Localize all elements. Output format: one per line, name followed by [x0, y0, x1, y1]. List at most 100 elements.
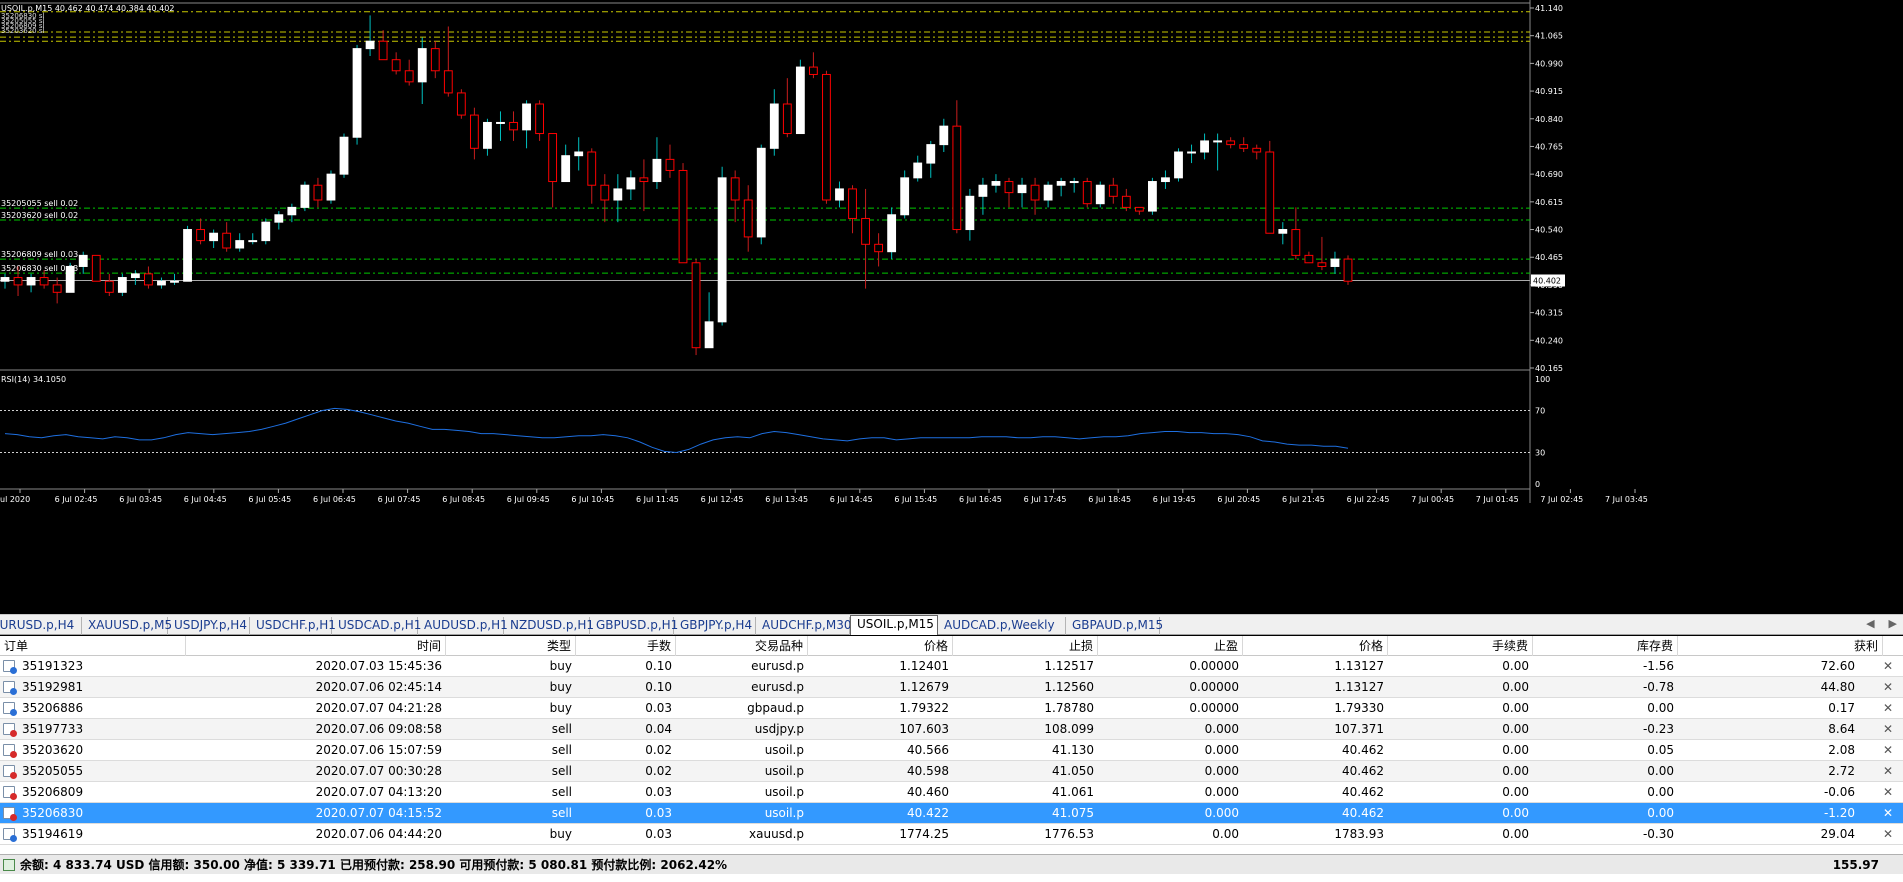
scroll-right-icon[interactable]: ▶: [1888, 617, 1897, 630]
candle[interactable]: [52, 284, 62, 293]
candle[interactable]: [1095, 184, 1105, 205]
chart-tab[interactable]: USOIL.p,M15: [850, 615, 938, 635]
candle[interactable]: [443, 70, 453, 94]
candle[interactable]: [1174, 151, 1183, 179]
candle[interactable]: [509, 121, 518, 131]
candle[interactable]: [352, 48, 362, 138]
candle[interactable]: [313, 184, 323, 201]
candle[interactable]: [913, 162, 923, 179]
price-chart[interactable]: 41.140 41.065 40.990 40.915 40.840 40.765 40.6…: [0, 0, 1903, 612]
chart-tab[interactable]: AUDCAD.p,Weekly: [938, 617, 1066, 635]
order-row[interactable]: 35206886 2020.07.07 04:21:28 buy 0.03 gbpaud…: [0, 698, 1903, 719]
candle[interactable]: [1056, 181, 1066, 186]
candle[interactable]: [222, 232, 232, 249]
candle[interactable]: [535, 103, 545, 135]
close-order-icon[interactable]: ✕: [1883, 764, 1894, 778]
candle[interactable]: [456, 92, 466, 116]
column-header[interactable]: 止盈: [1098, 636, 1243, 656]
column-header[interactable]: 价格: [1243, 636, 1388, 656]
candle[interactable]: [1043, 184, 1053, 201]
candle[interactable]: [1239, 144, 1249, 149]
candle[interactable]: [1082, 181, 1092, 205]
chart-tab[interactable]: AUDUSD.p,H1: [418, 617, 508, 635]
candle[interactable]: [1030, 184, 1040, 201]
candle[interactable]: [26, 277, 36, 286]
candle[interactable]: [887, 214, 897, 253]
order-row[interactable]: 35197733 2020.07.06 09:08:58 sell 0.04 usdjp…: [0, 719, 1903, 740]
candle[interactable]: [965, 195, 975, 231]
candle[interactable]: [1004, 181, 1014, 194]
candle[interactable]: [1121, 195, 1131, 208]
close-order-icon[interactable]: ✕: [1883, 680, 1894, 694]
candle[interactable]: [1213, 140, 1223, 143]
order-row[interactable]: 35192981 2020.07.06 02:45:14 buy 0.10 eurusd…: [0, 677, 1903, 698]
tab-scroll-arrows[interactable]: ◀ ▶: [1852, 617, 1897, 630]
candle[interactable]: [117, 277, 127, 293]
candle[interactable]: [652, 158, 662, 183]
candle[interactable]: [756, 147, 766, 238]
close-order-icon[interactable]: ✕: [1883, 806, 1894, 820]
column-header[interactable]: 库存费: [1533, 636, 1678, 656]
candle[interactable]: [91, 254, 101, 282]
candle[interactable]: [561, 155, 571, 183]
candle[interactable]: [1108, 184, 1118, 197]
candle[interactable]: [795, 66, 805, 135]
candle[interactable]: [1187, 151, 1196, 154]
candle[interactable]: [1134, 206, 1144, 212]
candle[interactable]: [1291, 229, 1301, 256]
chart-tab[interactable]: GBPUSD.p,H1: [590, 617, 678, 635]
candle[interactable]: [678, 169, 688, 264]
column-header[interactable]: 订单: [0, 636, 186, 656]
candle[interactable]: [730, 177, 740, 201]
candle[interactable]: [782, 103, 792, 135]
candle[interactable]: [1069, 181, 1079, 184]
column-header[interactable]: 类型: [446, 636, 576, 656]
chart-canvas[interactable]: 41.140 41.065 40.990 40.915 40.840 40.765 40.6…: [0, 0, 1903, 612]
scroll-left-icon[interactable]: ◀: [1866, 617, 1875, 630]
candle[interactable]: [874, 243, 884, 253]
candle[interactable]: [391, 59, 401, 72]
candle[interactable]: [1200, 140, 1209, 153]
candle[interactable]: [326, 173, 336, 201]
candle[interactable]: [1161, 177, 1170, 183]
candle[interactable]: [130, 273, 140, 279]
close-order-icon[interactable]: ✕: [1883, 827, 1894, 841]
candle[interactable]: [496, 121, 505, 124]
order-row[interactable]: 35191323 2020.07.03 15:45:36 buy 0.10 eurusd…: [0, 656, 1903, 677]
candle[interactable]: [626, 177, 636, 190]
candle[interactable]: [1148, 181, 1157, 212]
candle[interactable]: [574, 151, 584, 157]
candle[interactable]: [183, 229, 192, 282]
candle[interactable]: [704, 321, 714, 349]
candle[interactable]: [717, 177, 727, 323]
candle[interactable]: [170, 280, 179, 283]
order-row[interactable]: 35206809 2020.07.07 04:13:20 sell 0.03 usoil…: [0, 782, 1903, 803]
candle[interactable]: [261, 221, 271, 242]
candle[interactable]: [235, 240, 245, 249]
close-order-icon[interactable]: ✕: [1883, 785, 1894, 799]
chart-tab[interactable]: GBPJPY.p,H4: [674, 617, 756, 635]
column-header[interactable]: 获利: [1678, 636, 1883, 656]
candle[interactable]: [1343, 258, 1353, 282]
candle[interactable]: [769, 103, 779, 149]
candle[interactable]: [483, 121, 492, 149]
candle[interactable]: [196, 229, 205, 242]
chart-tab[interactable]: EURUSD.p,H4: [0, 617, 82, 635]
candle[interactable]: [978, 184, 988, 197]
candle[interactable]: [13, 277, 23, 286]
chart-tab[interactable]: AUDCHF.p,M30: [756, 617, 851, 635]
candle[interactable]: [1017, 184, 1027, 194]
candle[interactable]: [952, 125, 962, 231]
candle[interactable]: [144, 273, 153, 286]
column-header[interactable]: 手数: [576, 636, 676, 656]
chart-tab[interactable]: NZDUSD.p,H1: [504, 617, 594, 635]
candle[interactable]: [65, 265, 75, 293]
column-header[interactable]: 交易品种: [676, 636, 808, 656]
candle[interactable]: [926, 144, 936, 164]
candle[interactable]: [1252, 147, 1262, 153]
candle[interactable]: [835, 188, 844, 201]
close-order-icon[interactable]: ✕: [1883, 743, 1894, 757]
close-order-icon[interactable]: ✕: [1883, 722, 1894, 736]
column-header[interactable]: 价格: [808, 636, 953, 656]
candle[interactable]: [1304, 254, 1314, 264]
